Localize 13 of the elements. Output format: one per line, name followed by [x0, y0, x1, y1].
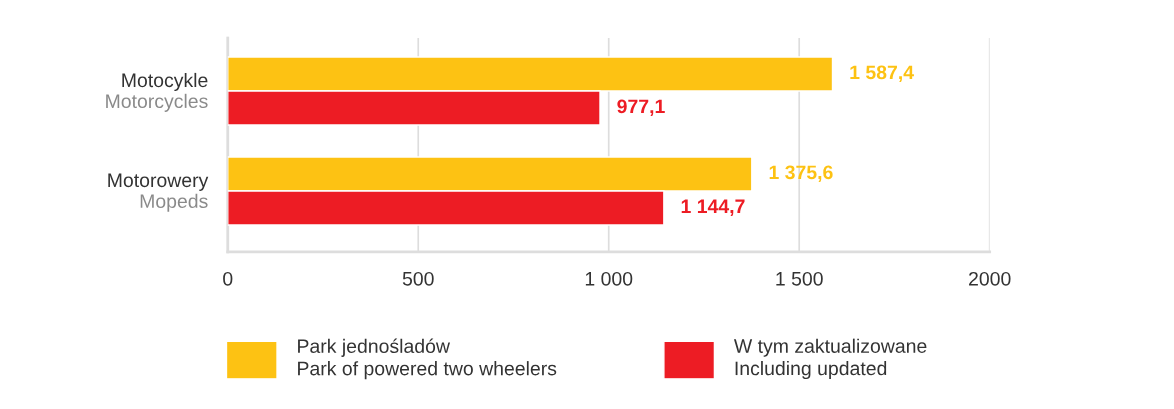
data-label: 977,1 [617, 99, 665, 117]
x-tick-label: 500 [402, 271, 434, 286]
data-label: 1 587,4 [850, 65, 914, 83]
data-label: 1 375,6 [769, 165, 833, 183]
data-label: 1 144,7 [681, 199, 745, 216]
x-tick-label: 1 500 [776, 271, 823, 286]
x-tick-label: 2000 [969, 271, 1011, 286]
legend-label: W tym zaktualizowane Including updated [733, 338, 927, 380]
x-tick-label: 1 000 [585, 271, 633, 286]
legend-label: Park jednośladów Park of powered two wheelers [298, 338, 557, 380]
x-tick-label: 0 [223, 271, 233, 286]
category-label: Motocykle Motorcycles [106, 72, 208, 112]
category-label: Motorowery Mopeds [108, 173, 209, 212]
